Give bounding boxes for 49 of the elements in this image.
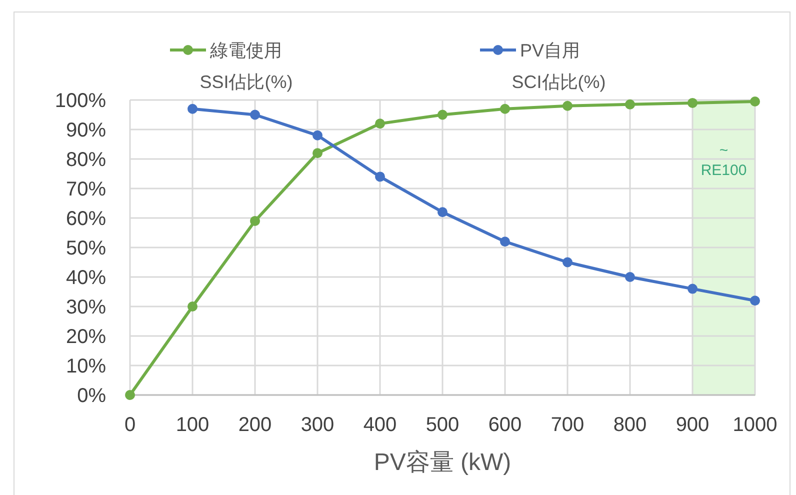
- text: SSI佔比(%): [200, 72, 293, 92]
- y-tick-label: 90%: [66, 120, 106, 142]
- point: [375, 118, 385, 129]
- x-tick-label: 900: [676, 414, 710, 436]
- point: [438, 207, 448, 218]
- x-tick-label: 400: [363, 414, 397, 436]
- text: SCI佔比(%): [512, 72, 606, 92]
- x-tick-label: 0: [124, 414, 136, 436]
- point: [312, 130, 322, 140]
- point: [125, 390, 135, 400]
- y-tick-label: 40%: [66, 267, 106, 289]
- y-tick-label: 100%: [54, 90, 106, 112]
- point: [562, 257, 572, 268]
- point: [375, 172, 385, 182]
- y-tick-label: 60%: [66, 208, 106, 230]
- band-label: ~ RE100: [700, 142, 747, 179]
- x-tick-label: 1000: [732, 414, 778, 436]
- x-tick-label: 800: [613, 414, 647, 436]
- x-tick-label: 300: [300, 414, 334, 436]
- x-tick-label: 500: [426, 414, 460, 436]
- x-tick-label: 200: [238, 414, 272, 436]
- x-tick-label: 700: [550, 414, 584, 436]
- point: [625, 272, 635, 282]
- point: [750, 96, 760, 106]
- point: [688, 98, 698, 108]
- y-tick-label: 30%: [66, 296, 106, 318]
- point: [188, 104, 198, 114]
- point: [250, 110, 260, 120]
- x-tick-label: 600: [488, 414, 522, 436]
- x-axis-title: PV容量 (kW): [374, 449, 512, 476]
- point: [688, 284, 698, 294]
- point: [438, 110, 448, 120]
- point: [750, 296, 760, 306]
- x-tick-label: 100: [176, 414, 210, 436]
- legend-label: 綠電使用: [209, 40, 282, 60]
- point: [500, 104, 510, 114]
- point: [250, 216, 260, 226]
- y-tick-label: 20%: [66, 326, 106, 348]
- point: [312, 148, 322, 158]
- legend-label: PV自用: [520, 40, 580, 60]
- y-tick-label: 70%: [66, 178, 106, 200]
- point: [188, 302, 198, 312]
- y-tick-label: 50%: [66, 238, 106, 260]
- y-tick-label: 10%: [66, 356, 106, 378]
- point: [625, 99, 635, 110]
- y-tick-label: 80%: [66, 149, 106, 171]
- y-tick-label: 0%: [77, 385, 106, 407]
- point: [562, 100, 572, 111]
- point: [500, 236, 510, 247]
